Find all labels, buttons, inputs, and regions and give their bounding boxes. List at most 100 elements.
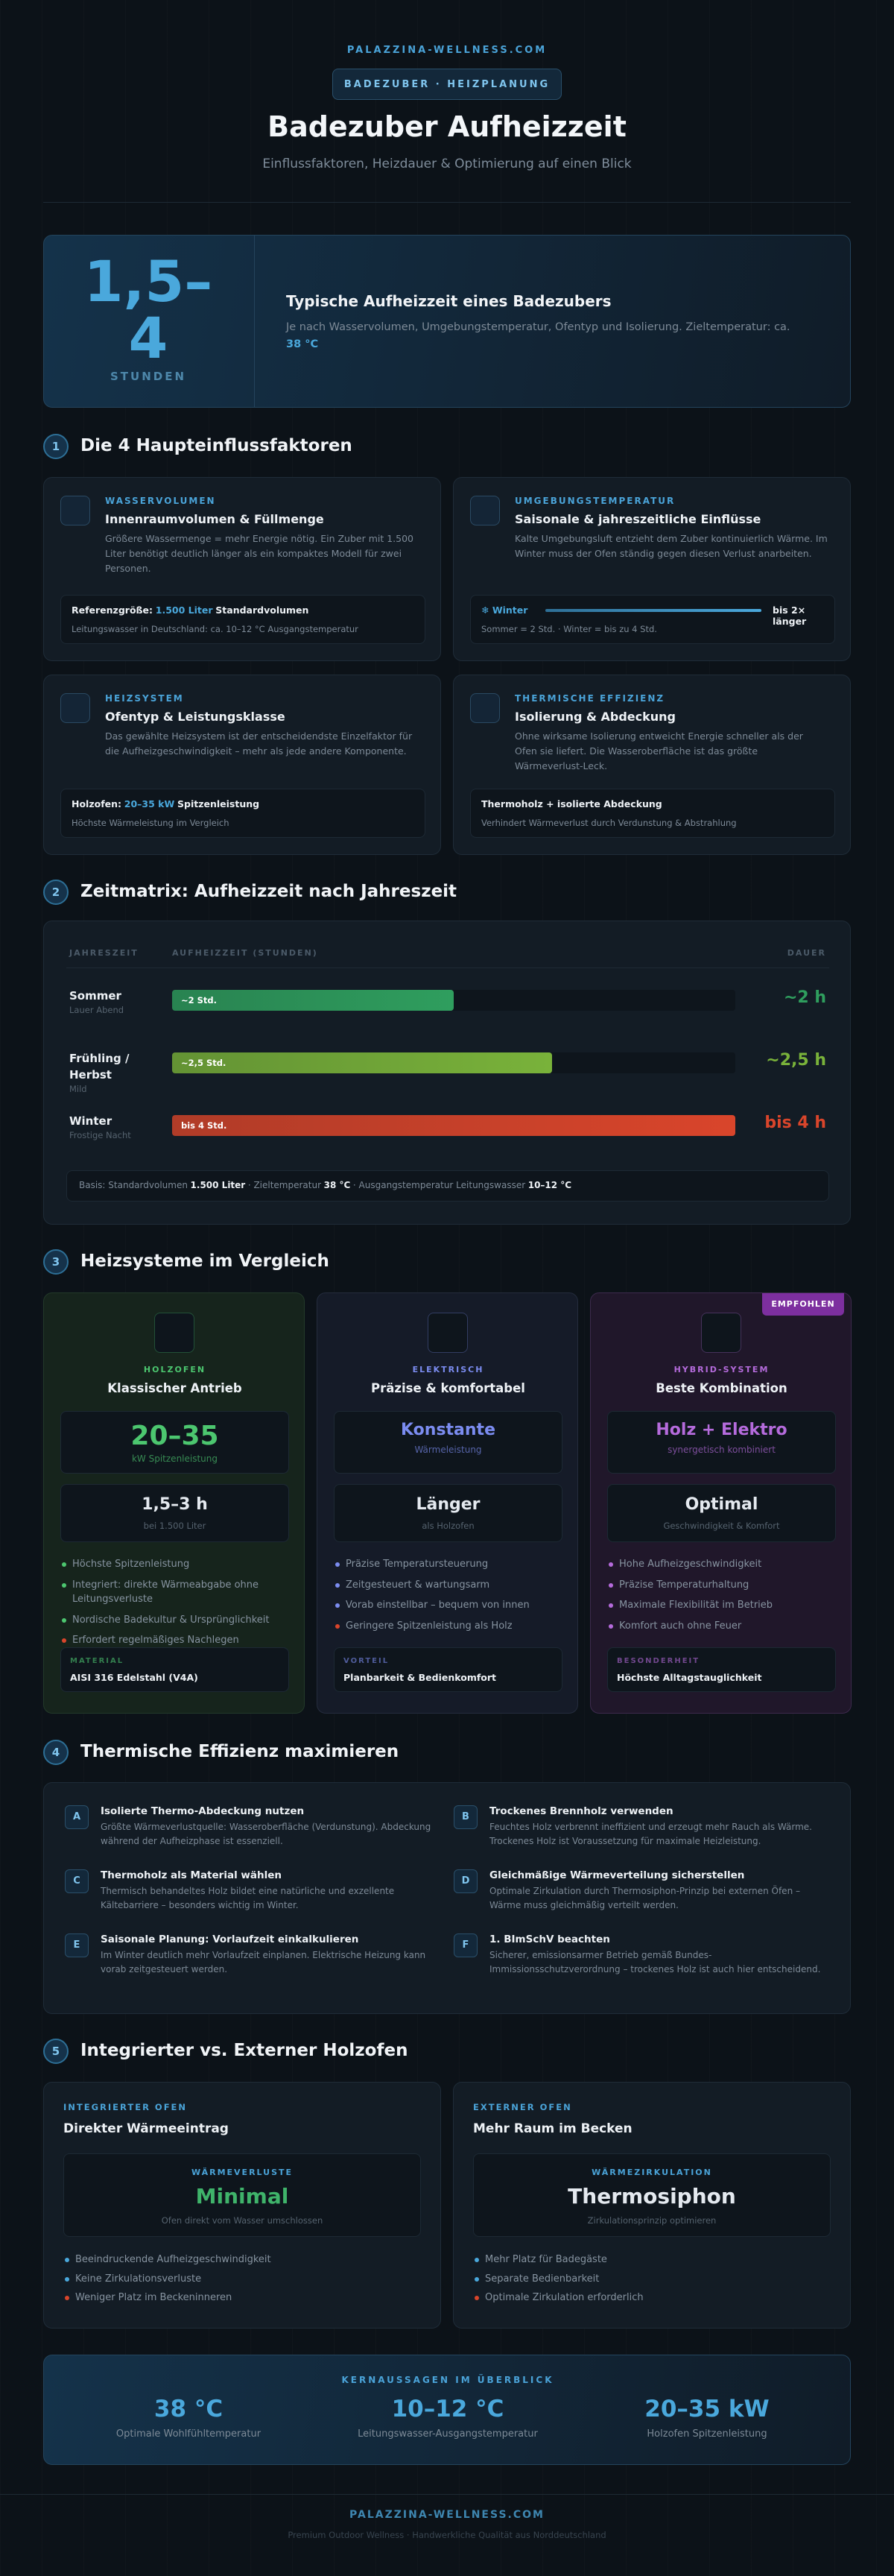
oven-box: WÄRMEZIRKULATION Thermosiphon Zirkulations…: [473, 2153, 831, 2237]
con-item: Erfordert regelmäßiges Nachlegen: [60, 1633, 291, 1648]
tip-title: Gleichmäßige Wärmeverteilung sicherstell…: [489, 1869, 745, 1881]
system-card: HOLZOFEN Klassischer Antrieb 20–35 kW Spitz…: [43, 1292, 305, 1714]
factor-box: ❄ Winter bis 2× länger Sommer = 2 Std. · W…: [470, 595, 835, 644]
section-title: Integrierter vs. Externer Holzofen: [80, 2041, 408, 2060]
divider: [43, 202, 851, 203]
section-number: 5: [43, 2039, 69, 2064]
tip-text: Feuchtes Holz verbrennt ineffizient und …: [489, 1822, 812, 1846]
oven-title: Mehr Raum im Becken: [473, 2121, 633, 2136]
text-part: Referenzgröße:: [72, 604, 153, 616]
text-part: Basis: Standardvolumen: [79, 1180, 188, 1190]
highlight: 1.500 Liter: [155, 604, 213, 616]
factor-card: UMGEBUNGSTEMPERATUR Saisonale & jahreszei…: [453, 477, 851, 661]
tip-text: Sicherer, emissionsarmer Betrieb gemäß B…: [489, 1950, 821, 1974]
stat-box: 20–35 kW Spitzenleistung: [60, 1411, 289, 1474]
pro-item: Mehr Platz für Badegäste: [473, 2253, 831, 2267]
section-heading: 3 Heizsysteme im Vergleich: [43, 1249, 714, 1276]
stat-sub: Wärmeleistung: [414, 1445, 482, 1455]
highlight: 10–12 °C: [527, 1180, 572, 1190]
stat-box: Holz + Elektro synergetisch kombiniert: [607, 1411, 836, 1474]
con-item: Optimale Zirkulation erforderlich: [473, 2291, 831, 2305]
hero: 1,5–4 STUNDEN Typische Aufheizzeit eines B…: [43, 235, 851, 408]
tip-letter: A: [65, 1805, 89, 1829]
highlight: 20–35 kW: [124, 798, 175, 809]
pro-item: Präzise Temperaturhaltung: [607, 1578, 838, 1593]
duration: ~2,5 h: [766, 1051, 826, 1070]
section-title: Heizsysteme im Vergleich: [80, 1251, 329, 1271]
factor-title: Innenraumvolumen & Füllmenge: [105, 512, 324, 526]
section-heading: 1 Die 4 Haupteinflussfaktoren: [43, 434, 714, 461]
box-label: WÄRMEZIRKULATION: [592, 2168, 712, 2177]
box-label: WÄRMEVERLUSTE: [191, 2168, 294, 2177]
bar-label: bis 4 Std.: [181, 1120, 227, 1131]
bar: ~2,5 Std.: [172, 1052, 553, 1073]
text-part: Je nach Wasservolumen, Umgebungstemperat…: [286, 321, 790, 333]
pro-item: Hohe Aufheizgeschwindigkeit: [607, 1557, 838, 1572]
summary-label: Holzofen Spitzenleistung: [647, 2428, 767, 2440]
bullet-list: Präzise Temperatursteuerung Zeitgesteuert…: [334, 1557, 565, 1639]
bar-label: ~2,5 Std.: [181, 1058, 226, 1068]
pro-item: Beeindruckende Aufheizgeschwindigkeit: [63, 2253, 421, 2267]
text-part: Spitzenleistung: [177, 798, 260, 809]
box-sub: Zirkulationsprinzip optimieren: [587, 2215, 717, 2226]
tip-title: Saisonale Planung: Vorlaufzeit einkalkul…: [101, 1933, 359, 1945]
condition: Lauer Abend: [69, 1005, 124, 1015]
factor-text: Ohne wirksame Isolierung entweicht Energ…: [515, 730, 803, 771]
bullet-list: Beeindruckende Aufheizgeschwindigkeit Kei…: [63, 2253, 421, 2310]
factor-card: WASSERVOLUMEN Innenraumvolumen & Füllmeng…: [43, 477, 441, 661]
pro-item: Präzise Temperatursteuerung: [334, 1557, 565, 1572]
badge: BADEZUBER · HEIZPLANUNG: [332, 69, 562, 100]
page-title: Badezuber Aufheizzeit: [267, 110, 627, 143]
summary-label: Optimale Wohlfühltemperatur: [115, 2428, 261, 2440]
bullet-list: Hohe Aufheizgeschwindigkeit Präzise Tempe…: [607, 1557, 838, 1639]
season: Winter: [69, 1114, 112, 1128]
section-heading: 5 Integrierter vs. Externer Holzofen: [43, 2039, 714, 2065]
stat-box: Konstante Wärmeleistung: [334, 1411, 562, 1474]
text-part: · Zieltemperatur: [247, 1180, 322, 1190]
system-title: Klassischer Antrieb: [107, 1381, 242, 1395]
matrix-note: Basis: Standardvolumen 1.500 Liter · Zielt…: [66, 1170, 829, 1202]
box-note: Höchste Wärmeleistung im Vergleich: [72, 818, 229, 828]
section-title: Zeitmatrix: Aufheizzeit nach Jahreszeit: [80, 882, 457, 901]
pro-item: Separate Bedienbarkeit: [473, 2272, 831, 2287]
pro-item: Höchste Spitzenleistung: [60, 1557, 291, 1572]
pro-item: Komfort auch ohne Feuer: [607, 1619, 838, 1634]
system-icon: [154, 1313, 194, 1353]
factor-icon: [470, 496, 500, 525]
bar: bis 4 Std.: [172, 1115, 735, 1136]
box-line: Holzofen: 20–35 kW Spitzenleistung: [72, 798, 414, 809]
column-header: DAUER: [787, 948, 826, 958]
section-number: 4: [43, 1740, 69, 1765]
column-header: AUFHEIZZEIT (STUNDEN): [172, 948, 318, 958]
oven-box: WÄRMEVERLUSTE Minimal Ofen direkt vom Wass…: [63, 2153, 421, 2237]
hero-text: Je nach Wasservolumen, Umgebungstemperat…: [286, 319, 808, 353]
factor-text: Kalte Umgebungsluft entzieht dem Zuber k…: [515, 533, 828, 559]
factor-box: Thermoholz + isolierte Abdeckung Verhinde…: [470, 789, 835, 838]
factor-box: Referenzgröße: 1.500 Liter Standardvolumen…: [60, 595, 425, 644]
summary-title: KERNAUSSAGEN IM ÜBERBLICK: [341, 2375, 554, 2385]
scale-bar: [545, 609, 761, 612]
section-number: 1: [43, 434, 69, 459]
tip-text: Im Winter deutlich mehr Vorlaufzeit einp…: [101, 1950, 426, 1974]
box-value: Minimal: [195, 2184, 289, 2209]
condition: Frostige Nacht: [69, 1130, 131, 1140]
duration: bis 4 h: [764, 1114, 826, 1132]
stat-value: Konstante: [401, 1421, 495, 1439]
section-heading: 2 Zeitmatrix: Aufheizzeit nach Jahreszeit: [43, 880, 714, 906]
system-kicker: ELEKTRISCH: [412, 1365, 484, 1374]
factor-text: Das gewählte Heizsystem ist der entschei…: [105, 730, 413, 757]
footer-tagline: Premium Outdoor Wellness · Handwerkliche…: [288, 2530, 606, 2540]
box-note: Verhindert Wärmeverlust durch Verdunstun…: [481, 818, 737, 828]
bullet-list: Mehr Platz für Badegäste Separate Bedienb…: [473, 2253, 831, 2310]
system-footer: VORTEIL Planbarkeit & Bedienkomfort: [334, 1647, 562, 1692]
factor-icon: [470, 693, 500, 723]
tips-box: A Isolierte Thermo-Abdeckung nutzen Größte…: [43, 1782, 851, 2014]
tip-letter: F: [454, 1933, 478, 1957]
box-line: Thermoholz + isolierte Abdeckung: [481, 798, 824, 809]
system-card: ELEKTRISCH Präzise & komfortabel Konstante…: [317, 1292, 578, 1714]
highlight: 1.500 Liter: [190, 1180, 246, 1190]
scale-right: bis 2× länger: [773, 604, 807, 627]
footer-value: AISI 316 Edelstahl (V4A): [70, 1672, 198, 1683]
stat-box: Optimal Geschwindigkeit & Komfort: [607, 1484, 836, 1542]
box-note: Sommer = 2 Std. · Winter = bis zu 4 Std.: [481, 624, 657, 634]
